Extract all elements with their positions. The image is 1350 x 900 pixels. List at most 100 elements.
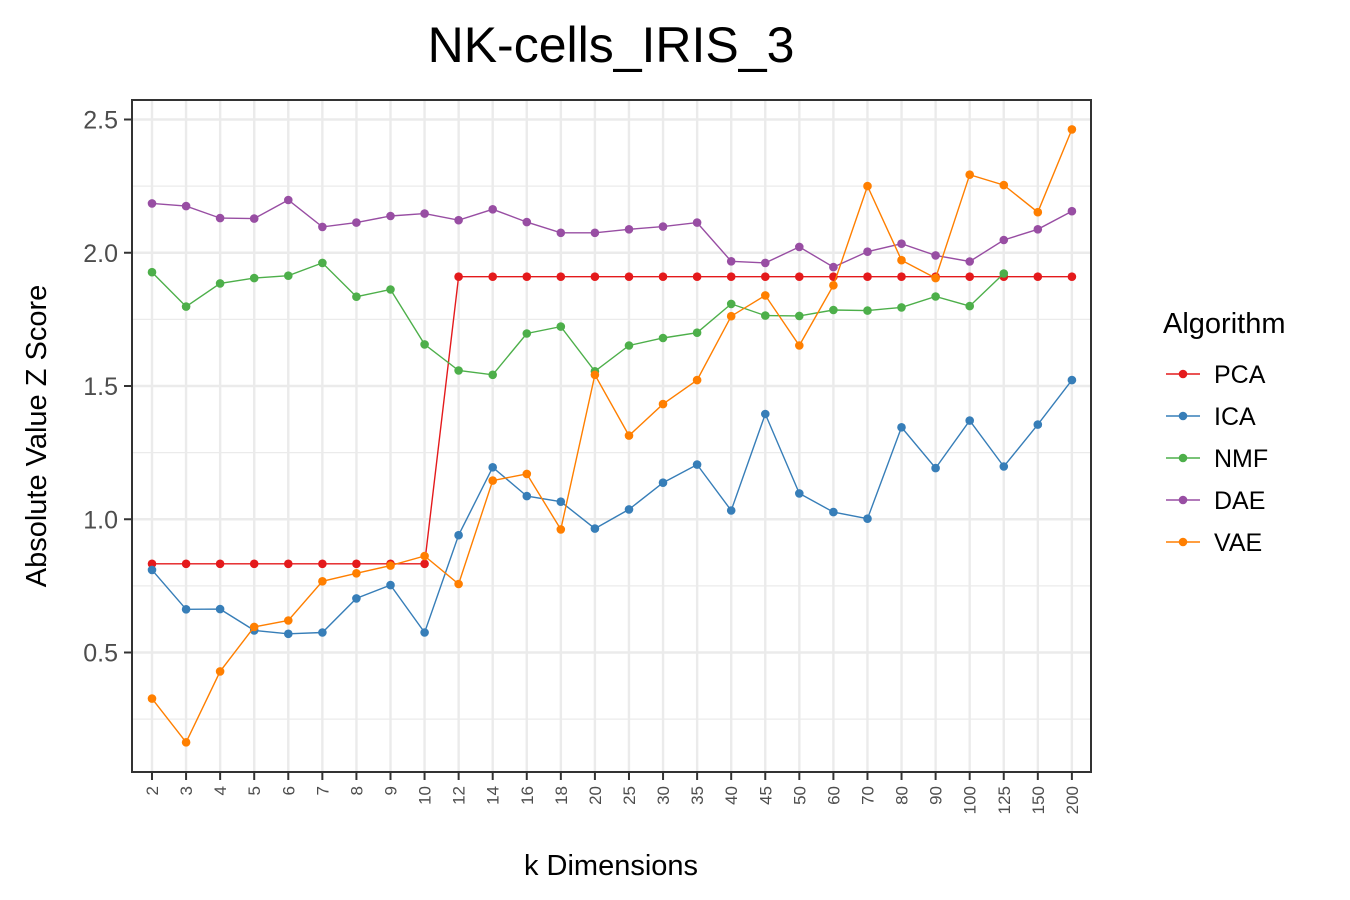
data-point-vae (181, 738, 191, 747)
legend-item-vae: VAE (1166, 529, 1262, 557)
data-point-dae (624, 225, 634, 234)
data-point-vae (249, 622, 259, 632)
series-pca (147, 272, 1077, 569)
data-point-nmf (318, 258, 327, 268)
data-point-ica (829, 507, 838, 517)
x-tick-label: 20 (586, 786, 605, 805)
data-point-vae (829, 281, 838, 290)
x-tick-label: 10 (416, 786, 435, 805)
data-point-pca (1067, 272, 1077, 282)
data-point-nmf (999, 269, 1009, 278)
data-point-dae (1067, 206, 1077, 216)
data-point-ica (215, 604, 225, 614)
data-point-vae (147, 694, 157, 703)
x-tick-label: 125 (995, 786, 1014, 814)
x-tick-label: 200 (1063, 786, 1082, 814)
data-point-vae (284, 616, 293, 625)
y-axis-title: Absolute Value Z Score (21, 285, 53, 588)
data-point-ica (420, 628, 429, 637)
y-tick-label: 2.0 (83, 240, 118, 268)
data-point-nmf (761, 311, 770, 320)
data-point-nmf (795, 311, 804, 321)
x-tick-label: 16 (518, 786, 537, 805)
data-point-dae (522, 217, 532, 227)
legend-item-dae: DAE (1166, 487, 1265, 515)
x-tick-label: 8 (347, 786, 366, 795)
data-point-dae (284, 195, 293, 205)
data-point-vae (999, 180, 1009, 190)
data-point-dae (658, 222, 668, 231)
data-point-nmf (931, 292, 940, 301)
data-point-vae (1067, 125, 1077, 134)
legend-label: PCA (1214, 361, 1266, 389)
data-point-ica (897, 423, 906, 432)
data-point-dae (795, 242, 804, 252)
legend-title: Algorithm (1163, 308, 1286, 340)
x-tick-label: 50 (790, 786, 809, 805)
x-tick-label: 45 (756, 786, 775, 805)
data-point-vae (931, 273, 940, 283)
data-point-pca (658, 272, 668, 282)
x-tick-label: 35 (688, 786, 707, 805)
x-tick-label: 150 (1029, 786, 1048, 814)
data-point-ica (726, 506, 736, 515)
x-tick-label: 60 (824, 786, 843, 805)
data-point-nmf (488, 370, 498, 380)
data-point-ica (761, 409, 770, 419)
data-point-nmf (249, 273, 259, 283)
data-point-pca (761, 272, 770, 282)
x-tick-label: 40 (722, 786, 741, 805)
legend-key-point (1178, 453, 1188, 463)
data-point-vae (386, 561, 395, 570)
data-point-dae (386, 211, 395, 221)
y-axis: 0.5 1.0 1.5 2.0 2.5 (83, 107, 132, 668)
legend-key-point (1178, 411, 1188, 421)
series-line-nmf (151, 262, 1005, 376)
x-tick-label: 7 (313, 786, 332, 795)
data-point-ica (556, 497, 566, 507)
data-point-pca (965, 272, 974, 282)
data-point-ica (181, 605, 191, 614)
data-point-pca (147, 559, 157, 569)
data-point-ica (488, 463, 498, 472)
data-point-dae (420, 209, 429, 218)
data-point-nmf (863, 306, 872, 315)
data-point-nmf (420, 340, 429, 349)
data-point-vae (318, 577, 327, 586)
data-point-vae (556, 525, 566, 534)
data-point-dae (454, 215, 463, 225)
data-point-vae (863, 181, 872, 191)
data-point-nmf (181, 302, 191, 311)
data-point-ica (692, 460, 702, 469)
data-point-ica (522, 491, 532, 501)
data-point-pca (556, 272, 566, 282)
data-point-dae (181, 201, 191, 211)
data-point-vae (420, 551, 429, 561)
x-tick-label: 14 (484, 786, 503, 805)
data-point-ica (658, 478, 668, 488)
data-point-dae (147, 199, 157, 208)
data-point-pca (318, 559, 327, 569)
series-dae (147, 195, 1077, 272)
data-point-vae (488, 476, 498, 485)
data-point-dae (352, 218, 361, 227)
x-tick-label: 80 (893, 786, 912, 805)
series-line-vae (151, 129, 1073, 744)
data-point-pca (897, 272, 906, 282)
legend-label: VAE (1214, 529, 1262, 557)
x-axis-title: k Dimensions (524, 850, 698, 882)
data-point-pca (181, 559, 191, 569)
data-point-pca (863, 272, 872, 282)
legend-label: DAE (1214, 487, 1265, 515)
chart-title: NK-cells_IRIS_3 (428, 17, 795, 73)
x-tick-label: 12 (450, 786, 469, 805)
x-tick-label: 18 (552, 786, 571, 805)
data-point-ica (863, 514, 872, 523)
data-point-dae (692, 218, 702, 227)
data-point-nmf (522, 329, 532, 338)
legend-label: ICA (1214, 403, 1256, 431)
data-point-dae (829, 262, 838, 272)
series-line-ica (151, 379, 1073, 635)
data-point-nmf (624, 341, 634, 350)
